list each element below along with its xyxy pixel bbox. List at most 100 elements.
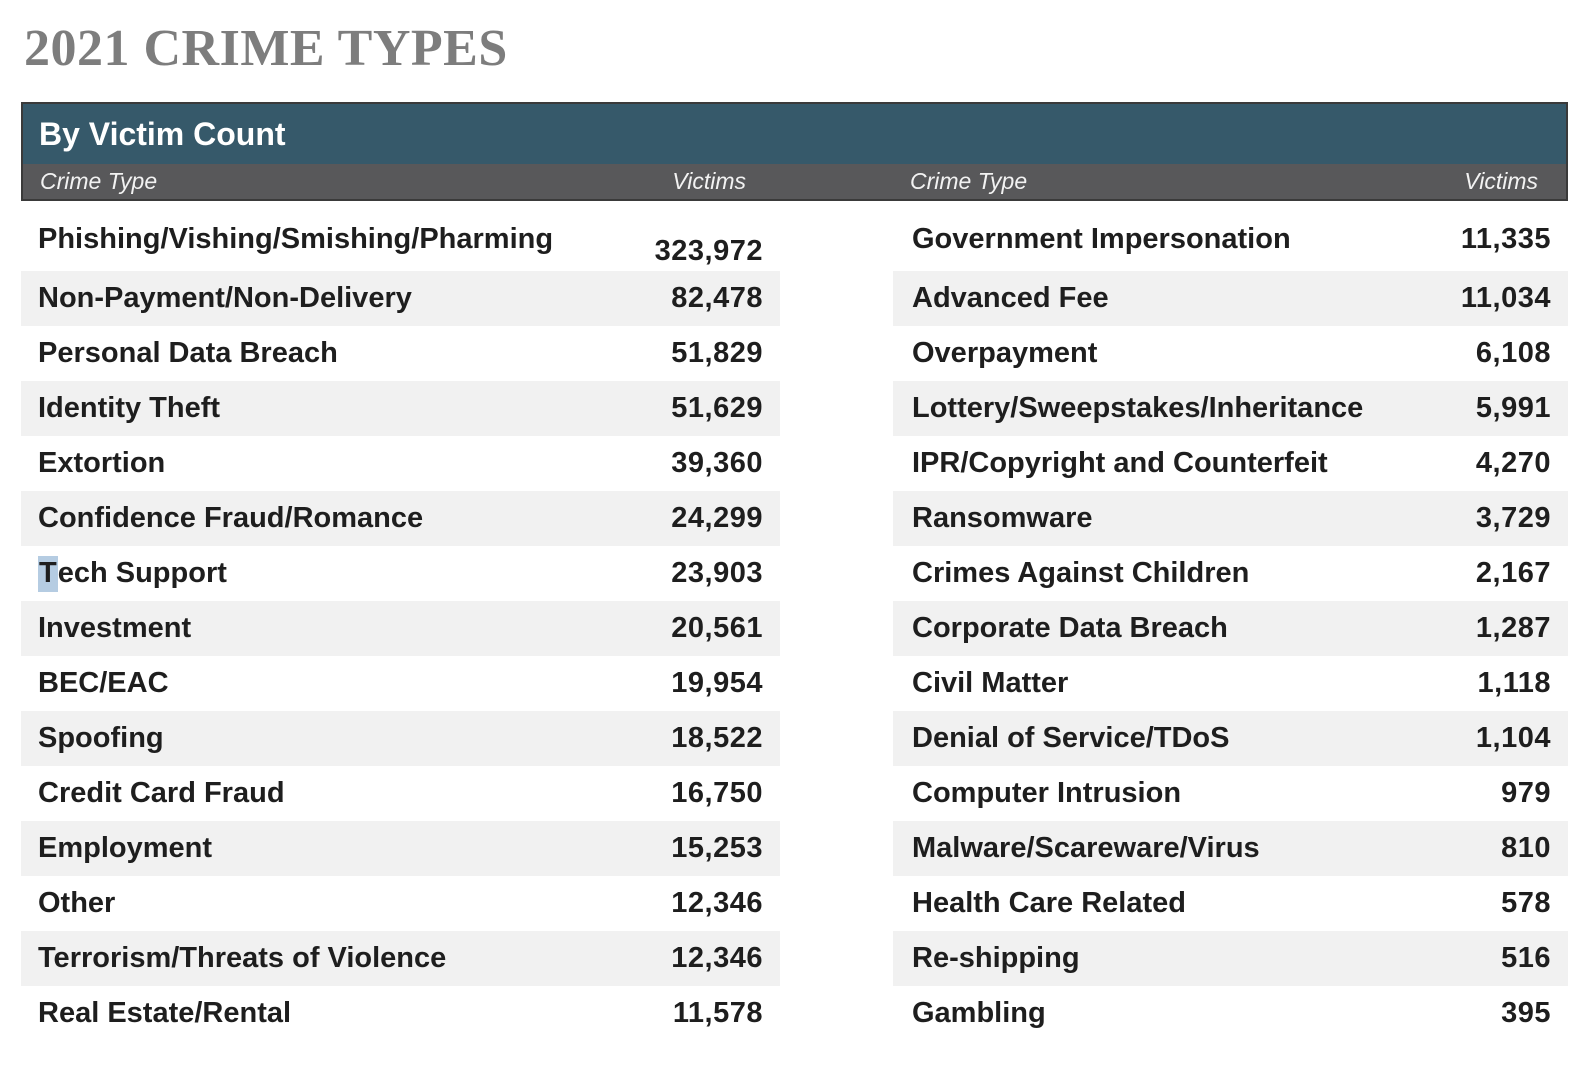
victims-cell: 5,991: [1475, 392, 1551, 425]
crime-type-cell: Spoofing: [38, 722, 164, 755]
table-row: Advanced Fee 11,034: [893, 271, 1568, 327]
crime-type-cell: BEC/EAC: [38, 667, 169, 700]
victims-cell: 16,750: [671, 777, 763, 810]
column-header-crime-type-right: Crime Type: [910, 168, 1028, 195]
victims-cell: 11,335: [1460, 222, 1551, 255]
page-title: 2021 CRIME TYPES: [24, 20, 508, 77]
table-row: Terrorism/Threats of Violence 12,346: [21, 931, 780, 987]
crime-type-cell: Real Estate/Rental: [38, 997, 292, 1030]
victims-cell: 1,104: [1475, 722, 1551, 755]
victim-count-table: By Victim Count Crime Type Victims Crime…: [21, 102, 1568, 1042]
table-row: Ransomware 3,729: [893, 491, 1568, 547]
crime-type-cell: Computer Intrusion: [912, 777, 1182, 810]
victims-cell: 6,108: [1475, 337, 1551, 370]
table-row: Identity Theft 51,629: [21, 381, 780, 437]
column-header-victims-left: Victims: [672, 168, 746, 195]
table-row: Lottery/Sweepstakes/Inheritance 5,991: [893, 381, 1568, 437]
table-row: Re-shipping 516: [893, 931, 1568, 987]
table-row: Personal Data Breach 51,829: [21, 326, 780, 382]
crime-type-cell: Credit Card Fraud: [38, 777, 285, 810]
selection-highlight: T: [38, 556, 58, 593]
crime-type-cell: Employment: [38, 832, 213, 865]
crime-type-cell: IPR/Copyright and Counterfeit: [912, 447, 1328, 480]
right-column: Government Impersonation 11,335 Advanced F…: [893, 207, 1568, 1042]
column-header-victims-right: Victims: [1464, 168, 1538, 195]
victims-cell: 395: [1501, 997, 1551, 1030]
victims-cell: 11,034: [1460, 282, 1551, 315]
left-column: Phishing/Vishing/Smishing/Pharming 323,97…: [21, 207, 780, 1042]
table-row: Real Estate/Rental 11,578: [21, 986, 780, 1042]
table-row: Denial of Service/TDoS 1,104: [893, 711, 1568, 767]
table-row: Civil Matter 1,118: [893, 656, 1568, 712]
crime-type-cell: Extortion: [38, 447, 166, 480]
column-header-pair-right: Crime Type Victims: [891, 164, 1566, 199]
table-section-header: By Victim Count: [23, 104, 1566, 165]
victims-cell: 15,253: [671, 832, 763, 865]
victims-cell: 11,578: [672, 997, 763, 1030]
column-gap: [780, 207, 893, 1041]
table-row: Malware/Scareware/Virus 810: [893, 821, 1568, 877]
victims-cell: 810: [1501, 832, 1551, 865]
victims-cell: 51,829: [671, 337, 763, 370]
table-row: Corporate Data Breach 1,287: [893, 601, 1568, 657]
victims-cell: 2,167: [1475, 557, 1551, 590]
table-row: Gambling 395: [893, 986, 1568, 1042]
table-row: Credit Card Fraud 16,750: [21, 766, 780, 822]
table-header-block: By Victim Count Crime Type Victims Crime…: [21, 102, 1568, 202]
table-row: Tech Support 23,903: [21, 546, 780, 602]
crime-type-cell: Confidence Fraud/Romance: [38, 502, 424, 535]
crime-type-cell: Personal Data Breach: [38, 337, 338, 370]
victims-cell: 3,729: [1475, 502, 1551, 535]
victims-cell: 18,522: [671, 722, 763, 755]
crime-type-cell: Overpayment: [912, 337, 1098, 370]
table-row: IPR/Copyright and Counterfeit 4,270: [893, 436, 1568, 492]
table-row: Crimes Against Children 2,167: [893, 546, 1568, 602]
column-header-row: Crime Type Victims Crime Type Victims: [23, 164, 1566, 200]
crime-type-cell: Advanced Fee: [912, 282, 1109, 315]
victims-cell: 19,954: [671, 667, 763, 700]
victims-cell: 12,346: [671, 887, 763, 920]
column-header-pair-left: Crime Type Victims: [23, 164, 778, 199]
table-row: Government Impersonation 11,335: [893, 207, 1568, 272]
table-row: Other 12,346: [21, 876, 780, 932]
table-row: Investment 20,561: [21, 601, 780, 657]
victims-cell: 39,360: [671, 447, 763, 480]
crime-type-cell: Tech Support: [21, 556, 227, 593]
crime-type-cell: Non-Payment/Non-Delivery: [38, 282, 412, 315]
crime-type-cell: Corporate Data Breach: [912, 612, 1228, 645]
victims-cell: 24,299: [671, 502, 763, 535]
crime-type-cell: Civil Matter: [912, 667, 1069, 700]
table-row: Confidence Fraud/Romance 24,299: [21, 491, 780, 547]
crime-type-cell: Terrorism/Threats of Violence: [38, 942, 447, 975]
victims-cell: 323,972: [654, 234, 763, 267]
table-row: Computer Intrusion 979: [893, 766, 1568, 822]
victims-cell: 20,561: [671, 612, 763, 645]
table-row: Extortion 39,360: [21, 436, 780, 492]
crime-type-cell: Health Care Related: [912, 887, 1186, 920]
crime-type-cell: Other: [38, 887, 116, 920]
crime-type-cell: Re-shipping: [912, 942, 1080, 975]
crime-type-cell: Government Impersonation: [912, 222, 1291, 255]
victims-cell: 23,903: [671, 557, 763, 590]
table-row: Employment 15,253: [21, 821, 780, 877]
table-row: Overpayment 6,108: [893, 326, 1568, 382]
table-row: BEC/EAC 19,954: [21, 656, 780, 712]
crime-type-cell: Ransomware: [912, 502, 1093, 535]
table-row: Health Care Related 578: [893, 876, 1568, 932]
crime-type-cell: Identity Theft: [38, 392, 221, 425]
crime-type-text: ech Support: [57, 557, 227, 590]
crime-type-cell: Crimes Against Children: [912, 557, 1250, 590]
crime-type-cell: Gambling: [912, 997, 1046, 1030]
victims-cell: 4,270: [1475, 447, 1551, 480]
victims-cell: 82,478: [671, 282, 763, 315]
victims-cell: 51,629: [671, 392, 763, 425]
victims-cell: 1,118: [1477, 667, 1551, 700]
victims-cell: 578: [1501, 887, 1551, 920]
victims-cell: 12,346: [671, 942, 763, 975]
table-row: Spoofing 18,522: [21, 711, 780, 767]
crime-type-cell: Malware/Scareware/Virus: [912, 832, 1260, 865]
victims-cell: 1,287: [1475, 612, 1551, 645]
crime-type-cell: Investment: [38, 612, 192, 645]
crime-type-cell: Phishing/Vishing/Smishing/Pharming: [38, 222, 554, 255]
